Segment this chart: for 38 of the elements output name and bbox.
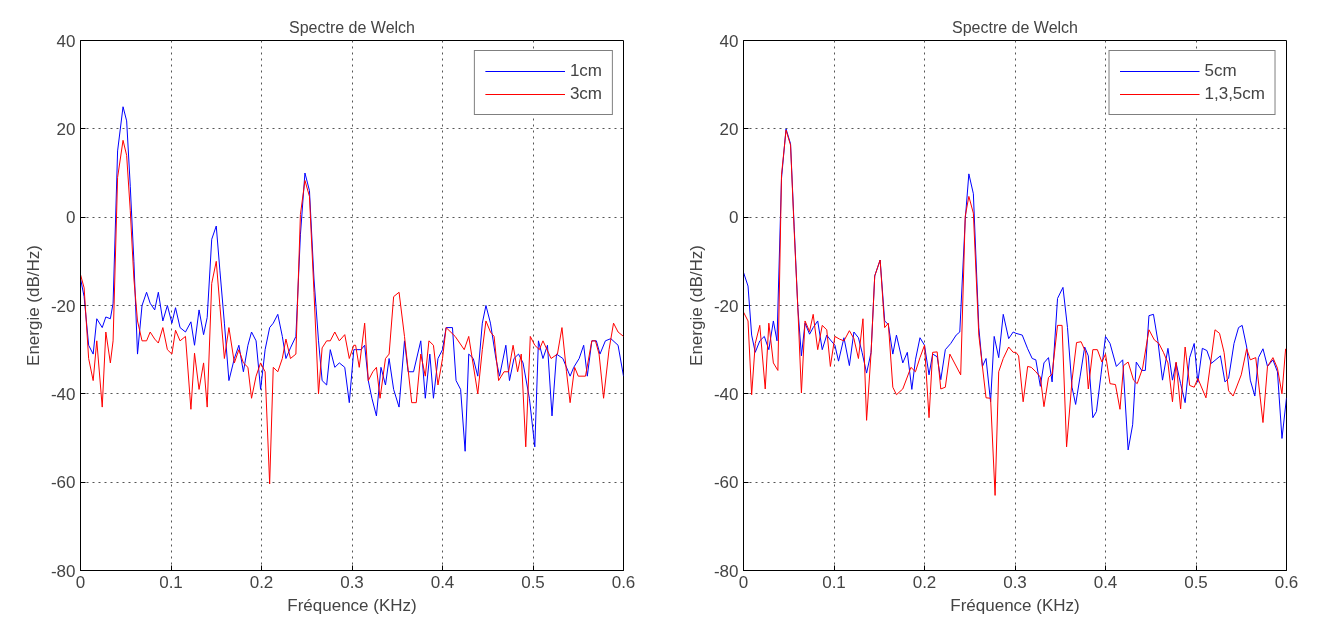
y-tick-label: 40 bbox=[719, 31, 739, 51]
y-tick-label: 40 bbox=[56, 31, 76, 51]
y-axis-title: Energie (dB/Hz) bbox=[686, 245, 706, 366]
y-tick-label: 20 bbox=[56, 119, 76, 139]
chart-title: Spectre de Welch bbox=[952, 18, 1078, 36]
x-tick-label: 0.5 bbox=[521, 572, 545, 592]
chart-title: Spectre de Welch bbox=[289, 18, 415, 36]
y-tick-label: -60 bbox=[713, 473, 739, 493]
y-axis-title: Energie (dB/Hz) bbox=[23, 245, 43, 366]
line-series bbox=[80, 139, 624, 485]
line-series bbox=[80, 106, 624, 452]
legend-label: 1,3,5cm bbox=[1204, 84, 1265, 104]
y-tick-label: 20 bbox=[719, 119, 739, 139]
x-axis-title: Fréquence (KHz) bbox=[287, 595, 417, 615]
y-tick-label: -40 bbox=[713, 384, 739, 404]
x-tick-label: 0.3 bbox=[340, 572, 364, 592]
legend-label: 1cm bbox=[569, 61, 602, 81]
x-tick-label: 0.1 bbox=[822, 572, 846, 592]
x-tick-label: 0.4 bbox=[1093, 572, 1118, 592]
x-tick-label: 0.2 bbox=[249, 572, 274, 592]
legend-label: 5cm bbox=[1204, 61, 1237, 81]
x-tick-label: 0.4 bbox=[430, 572, 455, 592]
legend-label: 3cm bbox=[569, 84, 602, 104]
x-tick-label: 0.3 bbox=[1003, 572, 1027, 592]
x-axis-title: Fréquence (KHz) bbox=[950, 595, 1080, 615]
x-tick-label: 0.6 bbox=[611, 572, 636, 592]
x-tick-label: 0.6 bbox=[1274, 572, 1299, 592]
y-tick-label: 0 bbox=[66, 208, 76, 228]
x-tick-label: 0.2 bbox=[912, 572, 937, 592]
y-tick-label: -40 bbox=[50, 384, 76, 404]
y-tick-label: -80 bbox=[50, 561, 76, 581]
y-tick-label: -20 bbox=[50, 296, 76, 316]
y-tick-label: -60 bbox=[50, 473, 76, 493]
x-tick-label: 0.5 bbox=[1184, 572, 1208, 592]
y-tick-label: 0 bbox=[729, 208, 739, 228]
y-tick-label: -80 bbox=[713, 561, 739, 581]
x-tick-label: 0.1 bbox=[159, 572, 183, 592]
y-tick-label: -20 bbox=[713, 296, 739, 316]
